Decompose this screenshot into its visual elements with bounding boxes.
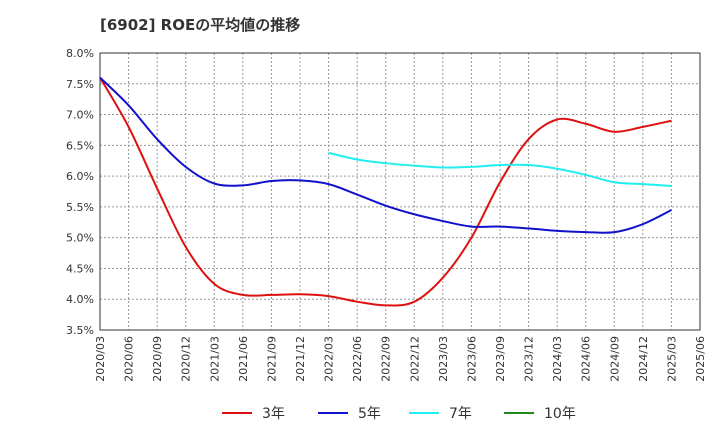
series-layer — [99, 76, 672, 307]
x-tick-label: 2020/12 — [180, 336, 193, 382]
x-axis-ticks: 2020/03 2020/06 2020/09 2020/12 2021/03 2021/… — [94, 336, 707, 382]
x-tick-label: 2023/12 — [523, 336, 536, 382]
x-tick-label: 2022/06 — [351, 336, 364, 382]
y-tick-label: 4.0% — [66, 293, 94, 306]
x-tick-label: 2024/12 — [637, 336, 650, 382]
chart-title: [6902] ROEの平均値の推移 — [100, 16, 301, 34]
x-tick-label: 2023/03 — [437, 336, 450, 382]
legend-label-0: 3年 — [262, 406, 285, 422]
legend-label-3: 10年 — [544, 406, 576, 422]
legend-label-1: 5年 — [358, 406, 381, 422]
x-tick-label: 2024/09 — [608, 336, 621, 382]
y-tick-label: 5.5% — [66, 201, 94, 214]
y-tick-label: 5.0% — [66, 232, 94, 245]
x-tick-label: 2020/03 — [94, 336, 107, 382]
y-tick-label: 7.5% — [66, 78, 94, 91]
y-tick-label: 7.0% — [66, 109, 94, 122]
x-tick-label: 2021/06 — [237, 336, 250, 382]
series-line-0 — [99, 77, 672, 307]
x-tick-label: 2020/09 — [151, 336, 164, 382]
x-tick-label: 2022/12 — [408, 336, 421, 382]
x-tick-label: 2022/09 — [380, 336, 393, 382]
y-tick-label: 4.5% — [66, 262, 94, 275]
y-axis-ticks: 3.5% 4.0% 4.5% 5.0% 5.5% 6.0% 6.5% 7.0% 7.5% 8.0% — [66, 47, 94, 337]
legend: 3年 5年 7年 10年 — [222, 406, 576, 422]
x-tick-label: 2021/03 — [208, 336, 221, 382]
y-tick-label: 3.5% — [66, 324, 94, 337]
x-tick-label: 2022/03 — [323, 336, 336, 382]
x-tick-label: 2025/06 — [694, 336, 707, 382]
series-line-2 — [328, 151, 672, 187]
series-line-1 — [99, 76, 672, 234]
legend-label-2: 7年 — [449, 406, 472, 422]
x-tick-label: 2020/06 — [123, 336, 136, 382]
x-tick-label: 2021/12 — [294, 336, 307, 382]
plot-frame — [99, 52, 701, 331]
y-tick-label: 6.5% — [66, 139, 94, 152]
x-tick-label: 2021/09 — [265, 336, 278, 382]
y-tick-label: 6.0% — [66, 170, 94, 183]
x-tick-label: 2025/03 — [665, 336, 678, 382]
x-tick-label: 2024/03 — [551, 336, 564, 382]
grid-layer — [99, 52, 701, 331]
x-tick-label: 2023/06 — [465, 336, 478, 382]
x-tick-label: 2024/06 — [580, 336, 593, 382]
y-tick-label: 8.0% — [66, 47, 94, 60]
x-tick-label: 2023/09 — [494, 336, 507, 382]
